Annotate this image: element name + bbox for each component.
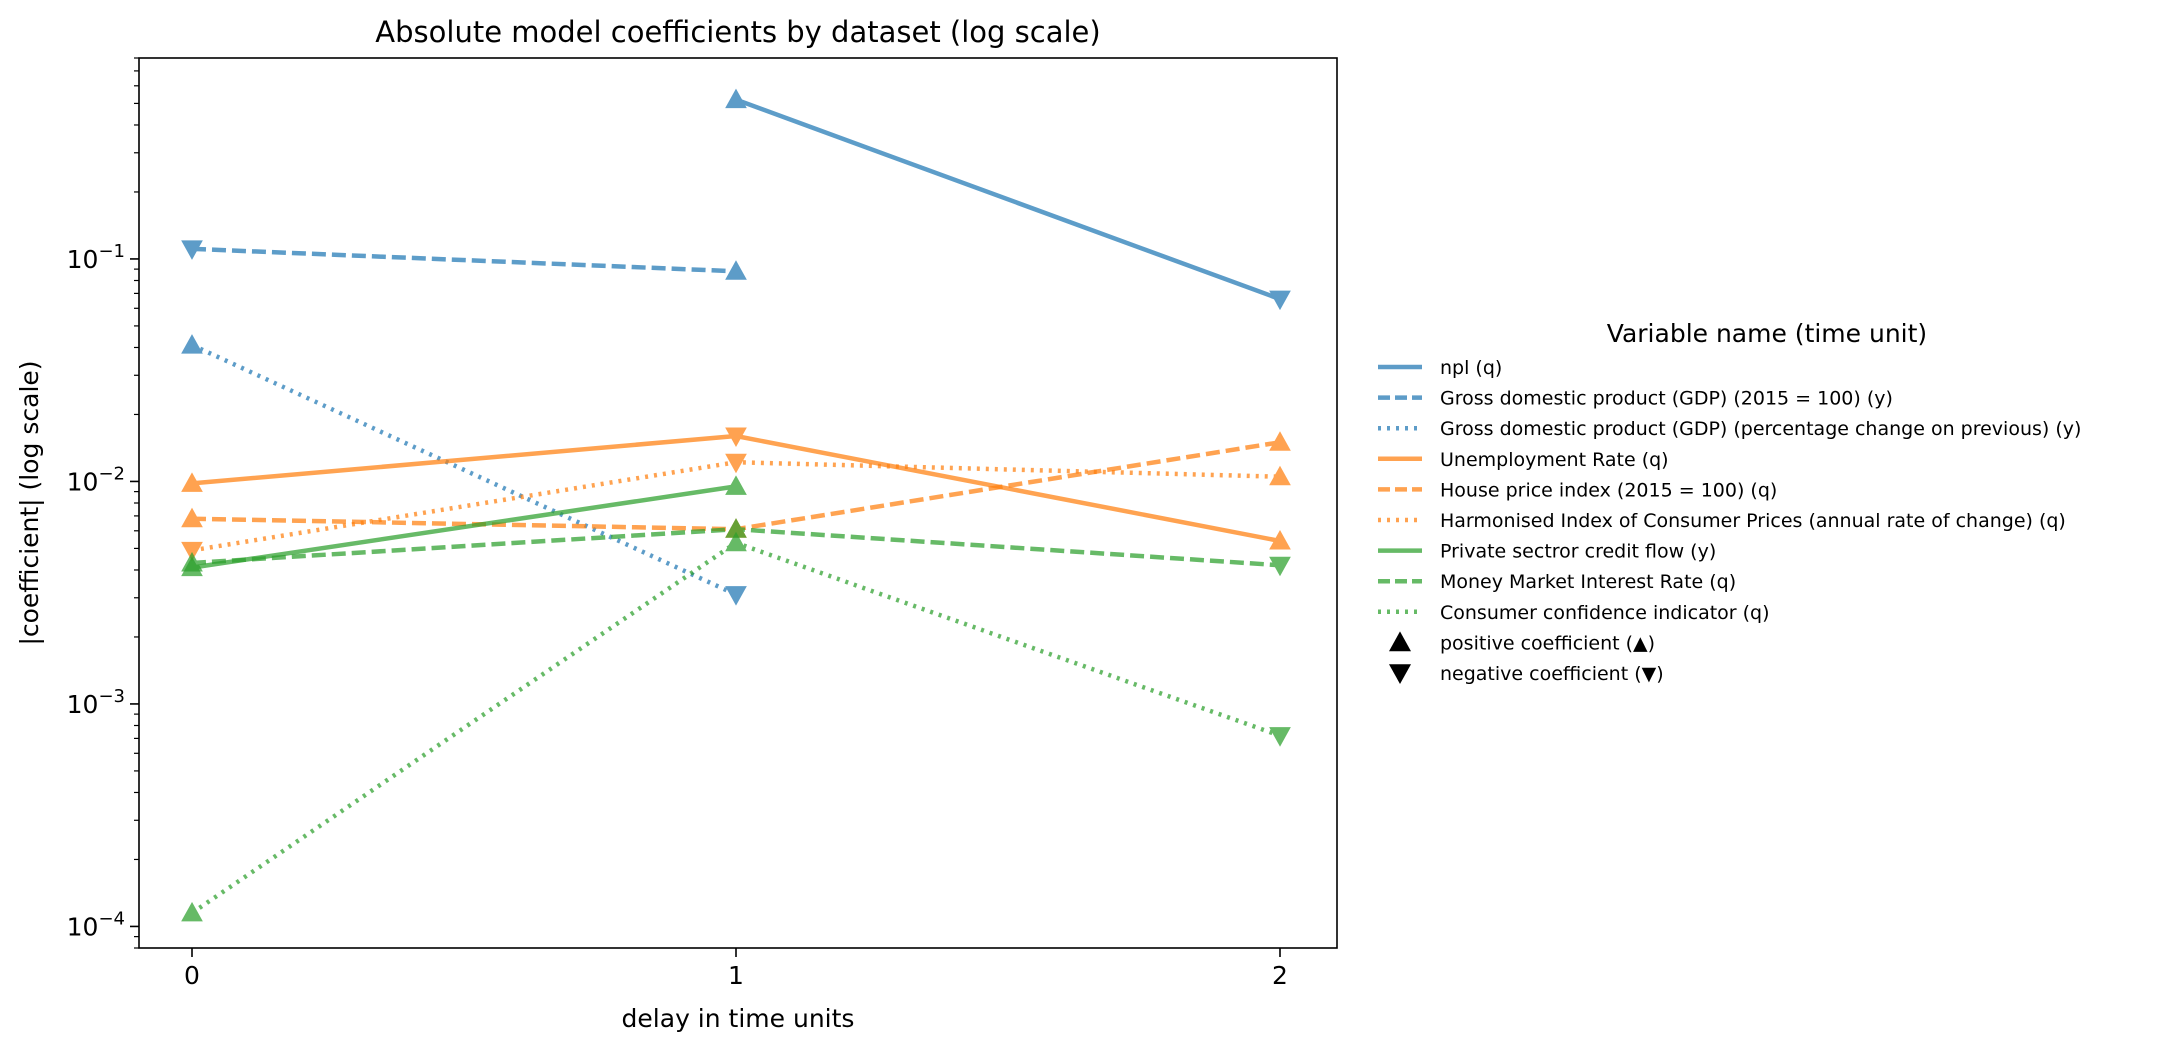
positive-marker-icon bbox=[1389, 631, 1411, 652]
positive-marker bbox=[181, 551, 203, 572]
y-axis: 10−1 10−2 10−3 10−4 bbox=[67, 57, 139, 949]
positive-marker bbox=[181, 472, 203, 492]
series-line bbox=[735, 97, 1281, 302]
y-tick-label-1e-2: 10−2 bbox=[67, 463, 125, 496]
legend-label: Money Market Interest Rate (q) bbox=[1440, 571, 1736, 593]
legend-label: positive coefficient (▲) bbox=[1440, 632, 1655, 654]
positive-marker bbox=[181, 901, 203, 922]
negative-marker bbox=[725, 453, 747, 474]
x-axis-label: delay in time units bbox=[622, 1004, 855, 1033]
negative-marker bbox=[725, 427, 747, 448]
y-tick-label-1e-1: 10−1 bbox=[67, 241, 125, 274]
series-1 bbox=[181, 240, 747, 280]
legend-label: House price index (2015 = 100) (q) bbox=[1440, 479, 1777, 501]
negative-marker bbox=[1269, 290, 1291, 311]
legend-title: Variable name (time unit) bbox=[1607, 319, 1927, 348]
series-8 bbox=[181, 531, 1291, 922]
x-tick-label: 1 bbox=[728, 961, 744, 990]
series-2 bbox=[181, 334, 747, 606]
legend-label: npl (q) bbox=[1440, 357, 1502, 379]
legend-label: Harmonised Index of Consumer Prices (ann… bbox=[1440, 510, 2066, 532]
legend-entry: Private sectror credit flow (y) bbox=[1378, 541, 1716, 563]
negative-marker bbox=[1269, 556, 1291, 577]
legend-label: Private sectror credit flow (y) bbox=[1440, 541, 1716, 563]
positive-marker bbox=[725, 531, 747, 552]
negative-marker-icon bbox=[1389, 664, 1411, 684]
positive-marker bbox=[181, 334, 203, 354]
legend-entry: Money Market Interest Rate (q) bbox=[1378, 571, 1736, 593]
negative-marker bbox=[181, 541, 203, 562]
legend: Variable name (time unit) npl (q) Gross d… bbox=[1378, 319, 2081, 685]
series-5 bbox=[181, 453, 1291, 562]
positive-marker bbox=[725, 260, 747, 280]
legend-entry: Gross domestic product (GDP) (percentage… bbox=[1378, 418, 2081, 440]
x-axis: 0 1 2 bbox=[184, 948, 1288, 990]
chart-title: Absolute model coefficients by dataset (… bbox=[375, 15, 1100, 49]
legend-label: Gross domestic product (GDP) (percentage… bbox=[1440, 418, 2081, 440]
legend-entry: Gross domestic product (GDP) (2015 = 100… bbox=[1378, 388, 1893, 410]
positive-marker bbox=[725, 88, 747, 109]
legend-label: Consumer confidence indicator (q) bbox=[1440, 602, 1770, 624]
legend-entry-down: negative coefficient (▼) bbox=[1389, 663, 1664, 685]
legend-entry: npl (q) bbox=[1378, 357, 1502, 379]
series-3 bbox=[181, 427, 1291, 550]
x-tick-label: 2 bbox=[1272, 961, 1288, 990]
negative-marker bbox=[725, 586, 747, 606]
positive-marker bbox=[1269, 465, 1291, 486]
series-0 bbox=[725, 88, 1291, 311]
series-line bbox=[191, 246, 737, 274]
legend-label: Unemployment Rate (q) bbox=[1440, 449, 1669, 471]
series-line bbox=[191, 484, 737, 570]
positive-marker bbox=[181, 507, 203, 528]
plot-area: 10−1 10−2 10−3 10−4 0 1 2 bbox=[67, 57, 1338, 990]
positive-marker bbox=[1269, 529, 1291, 550]
legend-label: Gross domestic product (GDP) (2015 = 100… bbox=[1440, 388, 1893, 410]
legend-entry: Harmonised Index of Consumer Prices (ann… bbox=[1378, 510, 2066, 532]
y-axis-label: |coefficient| (log scale) bbox=[15, 360, 44, 645]
legend-label: negative coefficient (▼) bbox=[1440, 663, 1664, 685]
y-tick-label-1e-3: 10−3 bbox=[67, 686, 125, 719]
y-tick-label-1e-4: 10−4 bbox=[67, 908, 125, 941]
negative-marker bbox=[181, 240, 203, 260]
positive-marker bbox=[725, 475, 747, 495]
legend-entry: Unemployment Rate (q) bbox=[1378, 449, 1669, 471]
legend-entry-up: positive coefficient (▲) bbox=[1389, 631, 1655, 654]
plot-frame bbox=[139, 58, 1337, 948]
x-tick-label: 0 bbox=[184, 961, 200, 990]
legend-entry: Consumer confidence indicator (q) bbox=[1378, 602, 1770, 624]
legend-entry: House price index (2015 = 100) (q) bbox=[1378, 479, 1777, 501]
series-7 bbox=[181, 518, 1291, 577]
legend-entries: npl (q) Gross domestic product (GDP) (201… bbox=[1378, 357, 2081, 685]
series-layer bbox=[181, 88, 1291, 922]
negative-marker bbox=[1269, 727, 1291, 747]
positive-marker bbox=[1269, 431, 1291, 451]
series-line bbox=[191, 343, 737, 597]
